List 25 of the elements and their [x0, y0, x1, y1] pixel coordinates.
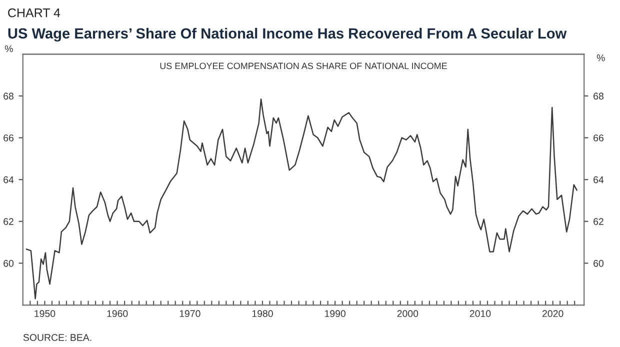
- x-tick-label: 1980: [252, 310, 273, 318]
- x-tick-label: 2020: [542, 310, 564, 318]
- y2-tick-label: 64: [594, 176, 604, 184]
- y-tick-label: 66: [4, 134, 14, 142]
- y-tick-label: 64: [4, 176, 14, 184]
- x-tick-label: 2010: [470, 310, 491, 318]
- x-tick-label: 2000: [397, 310, 418, 318]
- y2-axis-title: %: [596, 54, 605, 62]
- line-series: [26, 98, 578, 300]
- x-tick-label: 1960: [107, 310, 128, 318]
- chart-title: US Wage Earners’ Share Of National Income Has Recovered From A Secular Low: [8, 28, 567, 42]
- x-tick-label: 1970: [180, 310, 200, 318]
- y-tick-label: 68: [4, 92, 14, 100]
- y-tick-label: 60: [4, 260, 14, 267]
- x-tick-label: 1950: [34, 310, 56, 318]
- y2-tick-label: 66: [594, 134, 604, 142]
- chart-subtitle: CHART 4: [8, 8, 60, 18]
- y2-tick-label: 62: [594, 218, 604, 226]
- x-tick-label: 1990: [324, 310, 346, 318]
- y-tick-label: 62: [4, 218, 14, 226]
- y-axis-title: %: [4, 45, 13, 52]
- annotation: US EMPLOYEE COMPENSATION AS SHARE OF NATIONAL INCOME: [160, 62, 447, 70]
- y2-tick-label: 68: [594, 92, 604, 100]
- source-note: SOURCE: BEA.: [23, 334, 92, 341]
- y2-tick-label: 60: [594, 260, 604, 267]
